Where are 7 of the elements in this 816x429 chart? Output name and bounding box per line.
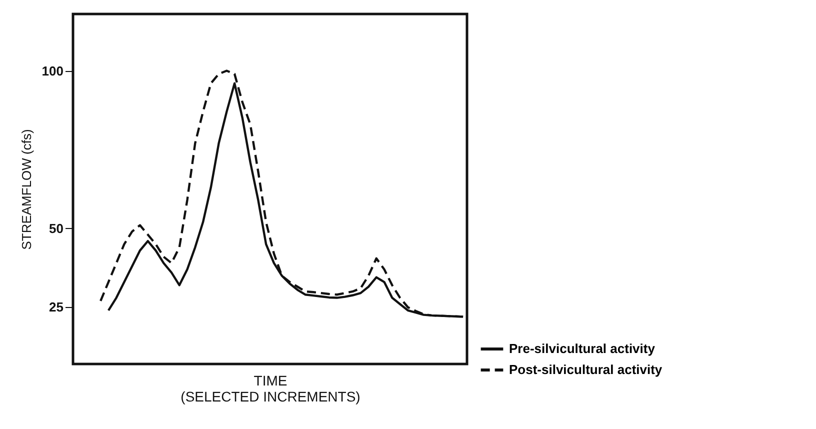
y-axis-title: STREAMFLOW (cfs) [18,129,34,250]
y-tick-label: 50 [49,220,64,236]
x-axis-title: TIME (SELECTED INCREMENTS) [180,372,360,404]
legend-label: Pre-silvicultural activity [509,341,656,356]
legend-label: Post-silvicultural activity [509,362,663,377]
y-tick-label: 100 [42,63,64,78]
y-tick-label: 25 [49,300,64,315]
